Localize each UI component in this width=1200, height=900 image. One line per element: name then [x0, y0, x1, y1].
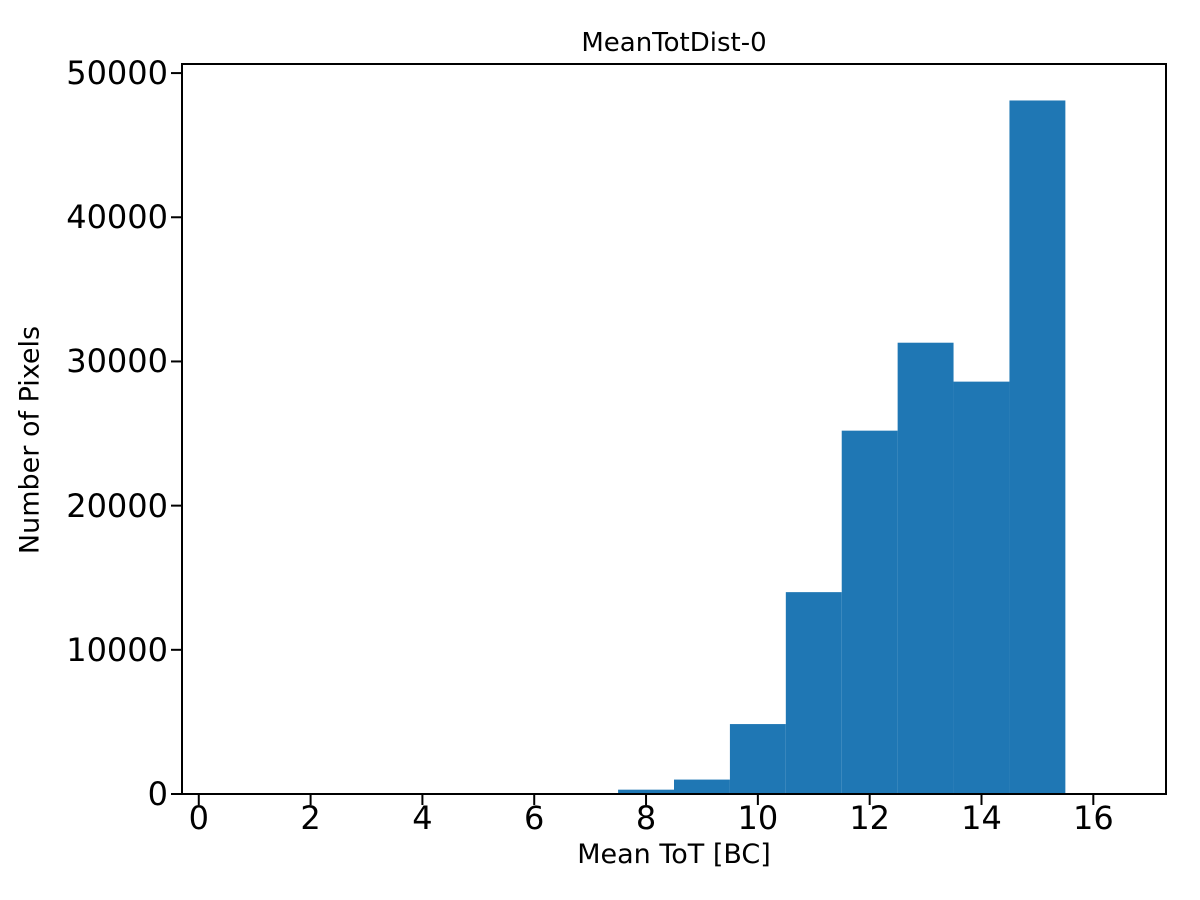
y-tick-label-0: 0: [147, 775, 168, 813]
x-tick-label-6: 12: [849, 799, 891, 837]
chart-title: MeanTotDist-0: [581, 28, 767, 58]
histogram-bar: [953, 381, 1010, 794]
x-tick-label-4: 8: [635, 799, 657, 837]
x-tick-label-1: 2: [300, 799, 321, 837]
x-tick-label-3: 6: [524, 799, 545, 837]
x-tick-label-0: 0: [188, 799, 209, 837]
histogram-bar: [897, 342, 954, 794]
x-axis-label: Mean ToT [BC]: [577, 839, 771, 870]
y-tick-label-5: 50000: [66, 54, 168, 93]
y-tick-label-1: 10000: [66, 630, 168, 669]
y-axis-label: Number of Pixels: [14, 325, 46, 555]
histogram-bar: [674, 779, 730, 794]
y-tick-label-4: 40000: [66, 198, 168, 237]
x-tick-label-2: 4: [412, 799, 433, 837]
histogram-bar: [729, 724, 786, 794]
plot-border: [181, 63, 1167, 795]
x-tick-label-8: 16: [1072, 799, 1114, 837]
histogram-bar: [841, 430, 898, 794]
y-tick-label-2: 20000: [66, 486, 168, 525]
x-tick-label-7: 14: [961, 799, 1002, 837]
x-tick-label-5: 10: [737, 799, 779, 837]
histogram-bar: [618, 789, 674, 794]
y-tick-label-3: 30000: [66, 342, 168, 381]
histogram-bar: [785, 592, 842, 794]
histogram-bar: [1009, 100, 1066, 794]
